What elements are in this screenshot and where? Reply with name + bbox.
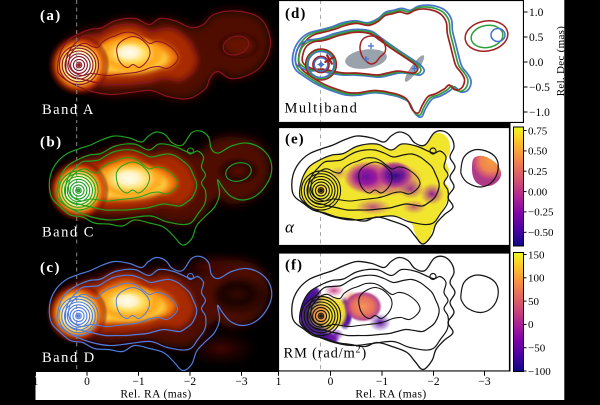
svg-text:−2: −2 [427,376,439,388]
svg-text:100: 100 [528,273,545,285]
svg-text:150: 150 [528,249,545,261]
svg-text:Band A: Band A [42,102,95,118]
svg-text:0.25: 0.25 [528,166,548,178]
svg-text:0.0: 0.0 [529,57,544,69]
svg-text:(f): (f) [285,258,303,274]
svg-text:0.5: 0.5 [529,32,544,44]
svg-text:1.0: 1.0 [529,7,544,19]
svg-text:−3: −3 [478,376,490,388]
svg-text:0.50: 0.50 [528,146,548,158]
svg-text:−50: −50 [528,343,546,355]
svg-text:−1.0: −1.0 [529,107,550,119]
svg-text:RM (rad/m2): RM (rad/m2) [284,345,368,362]
svg-text:1: 1 [276,376,282,388]
svg-text:−2: −2 [184,376,196,388]
svg-text:(e): (e) [285,132,305,148]
svg-text:(a): (a) [40,8,62,24]
svg-text:(d): (d) [285,6,306,22]
svg-text:(c): (c) [40,260,61,276]
svg-text:−0.50: −0.50 [528,227,554,239]
svg-text:Band D: Band D [42,350,96,366]
svg-text:−100: −100 [528,366,551,378]
svg-text:−0.25: −0.25 [528,207,554,219]
svg-text:(b): (b) [40,135,63,151]
svg-text:α: α [285,218,295,237]
svg-text:0.00: 0.00 [528,186,548,198]
svg-text:Rel. RA (mas): Rel. RA (mas) [355,389,426,401]
svg-text:0.75: 0.75 [528,125,548,137]
svg-text:Rel. Dec (mas): Rel. Dec (mas) [555,26,567,97]
svg-text:Rel. RA (mas): Rel. RA (mas) [120,389,191,401]
svg-text:−1: −1 [132,376,144,388]
svg-text:0: 0 [528,319,534,331]
svg-text:−0.5: −0.5 [529,82,550,94]
svg-text:50: 50 [528,296,540,308]
svg-text:−3: −3 [235,376,247,388]
svg-text:Multiband: Multiband [285,101,359,117]
svg-text:0: 0 [328,376,334,388]
svg-text:−1: −1 [376,376,388,388]
svg-text:Band C: Band C [42,225,95,241]
svg-text:0: 0 [84,376,90,388]
svg-text:1: 1 [33,376,39,388]
